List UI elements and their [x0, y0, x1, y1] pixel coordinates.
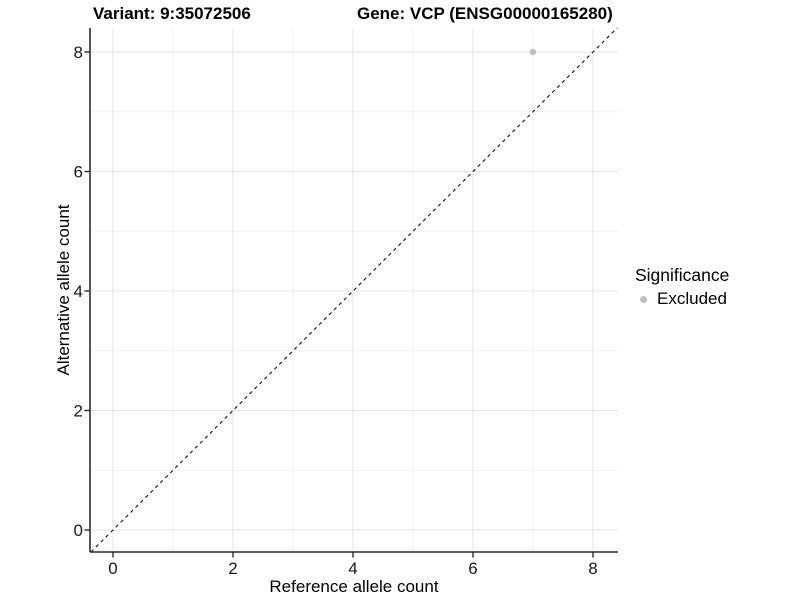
data-point: [529, 48, 537, 56]
legend: Significance Excluded: [635, 264, 729, 309]
x-tick-label: 2: [228, 559, 237, 578]
legend-title: Significance: [635, 265, 730, 285]
x-axis-title: Reference allele count: [269, 577, 439, 596]
legend-item-label: Excluded: [657, 289, 727, 308]
y-axis-title: Alternative allele count: [54, 204, 73, 376]
plot-title-variant: Variant: 9:35072506: [93, 4, 251, 23]
plot-title-gene: Gene: VCP (ENSG00000165280): [357, 4, 613, 23]
y-tick-label: 6: [74, 163, 83, 182]
y-tick-label: 8: [74, 43, 83, 62]
identity-reference-line: [90, 27, 618, 553]
x-tick-label: 8: [588, 559, 597, 578]
legend-point-icon: [639, 295, 647, 303]
x-tick-label: 4: [348, 559, 357, 578]
y-tick-label: 4: [74, 282, 83, 301]
y-tick-label: 2: [74, 402, 83, 421]
legend-item-excluded: Excluded: [635, 289, 729, 309]
x-tick-label: 6: [468, 559, 477, 578]
x-tick-label: 0: [108, 559, 117, 578]
y-tick-label: 0: [74, 521, 83, 540]
legend-key: [635, 295, 651, 303]
